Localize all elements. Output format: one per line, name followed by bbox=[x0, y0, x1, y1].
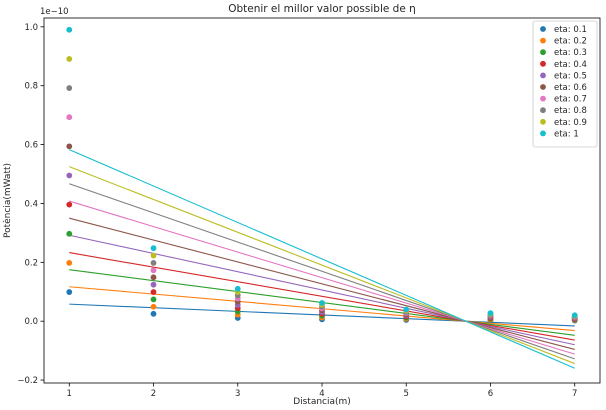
y-tick-label: −0.2 bbox=[17, 376, 38, 386]
legend-marker bbox=[540, 49, 546, 56]
data-point bbox=[150, 310, 157, 317]
legend-marker bbox=[540, 37, 546, 44]
data-point bbox=[234, 285, 241, 292]
plot-area bbox=[66, 26, 578, 369]
legend-marker bbox=[540, 95, 546, 102]
data-point bbox=[66, 26, 73, 33]
legend-entry: eta: 0.1 bbox=[554, 25, 587, 35]
legend-entry: eta: 0.4 bbox=[554, 60, 587, 70]
legend-entry: eta: 0.5 bbox=[554, 71, 587, 81]
data-point bbox=[66, 289, 73, 295]
data-point bbox=[66, 201, 73, 208]
y-tick-label: 0.0 bbox=[24, 317, 38, 327]
x-tick-label: 1 bbox=[67, 389, 72, 399]
legend-marker bbox=[540, 118, 546, 125]
data-point bbox=[66, 230, 73, 237]
legend-entry: eta: 0.6 bbox=[554, 83, 587, 93]
data-point bbox=[150, 281, 157, 288]
legend-marker bbox=[540, 107, 546, 114]
data-point bbox=[150, 267, 157, 274]
fit-line-8 bbox=[69, 183, 575, 360]
data-point bbox=[319, 300, 325, 306]
data-point bbox=[150, 303, 157, 310]
x-axis-label: Distancia(m) bbox=[293, 397, 351, 407]
x-tick-label: 2 bbox=[151, 389, 156, 399]
data-point bbox=[66, 143, 73, 150]
y-axis-label: Potència(mWatt) bbox=[2, 163, 13, 238]
legend-entry: eta: 0.8 bbox=[554, 106, 587, 116]
fit-line-10 bbox=[69, 149, 575, 369]
data-point bbox=[150, 289, 157, 295]
legend-entry: eta: 0.9 bbox=[554, 118, 587, 128]
data-point bbox=[66, 56, 73, 62]
data-point bbox=[150, 296, 157, 303]
data-point bbox=[66, 172, 73, 179]
legend-box bbox=[532, 20, 598, 148]
legend-marker bbox=[540, 130, 546, 137]
chart-title: Obtenir el millor valor possible de η bbox=[228, 3, 416, 15]
fit-line-6 bbox=[69, 217, 575, 350]
x-tick-label: 6 bbox=[488, 389, 493, 399]
y-tick-label: 0.8 bbox=[24, 82, 38, 92]
x-tick-label: 3 bbox=[235, 389, 240, 399]
data-point bbox=[150, 260, 157, 266]
x-tick-label: 5 bbox=[404, 389, 409, 399]
data-point bbox=[150, 245, 157, 252]
data-point bbox=[66, 260, 73, 266]
legend-marker bbox=[540, 72, 546, 79]
data-point bbox=[66, 85, 73, 91]
data-point bbox=[403, 306, 410, 313]
data-point bbox=[150, 252, 157, 259]
axes: 1 2 3 4 5 6 7 −0.2 0.0 0.2 0.4 0.6 0.8 1.0 bbox=[17, 23, 577, 399]
fit-line-5 bbox=[69, 234, 575, 346]
x-tick-label: 7 bbox=[572, 389, 577, 399]
legend-entry: eta: 0.7 bbox=[554, 95, 587, 105]
data-point bbox=[150, 274, 157, 281]
data-point bbox=[571, 312, 578, 319]
fit-line-7 bbox=[69, 200, 575, 355]
x-tick-label: 4 bbox=[319, 389, 324, 399]
y-tick-label: 1.0 bbox=[24, 23, 38, 33]
legend-entry: eta: 0.2 bbox=[554, 37, 587, 47]
legend-marker bbox=[540, 60, 546, 67]
legend-entry: eta: 0.3 bbox=[554, 48, 587, 58]
fit-line-4 bbox=[69, 252, 575, 341]
legend-marker bbox=[540, 84, 546, 90]
legend-entry: eta: 1 bbox=[554, 129, 579, 139]
legend-marker bbox=[540, 26, 546, 32]
fit-line-9 bbox=[69, 166, 575, 365]
data-point bbox=[487, 310, 494, 316]
y-tick-label: 0.6 bbox=[24, 141, 38, 151]
y-tick-label: 0.4 bbox=[24, 199, 38, 209]
y-tick-label: 0.2 bbox=[24, 258, 38, 268]
data-point bbox=[66, 114, 73, 121]
y-axis-multiplier: 1e−10 bbox=[40, 7, 69, 17]
